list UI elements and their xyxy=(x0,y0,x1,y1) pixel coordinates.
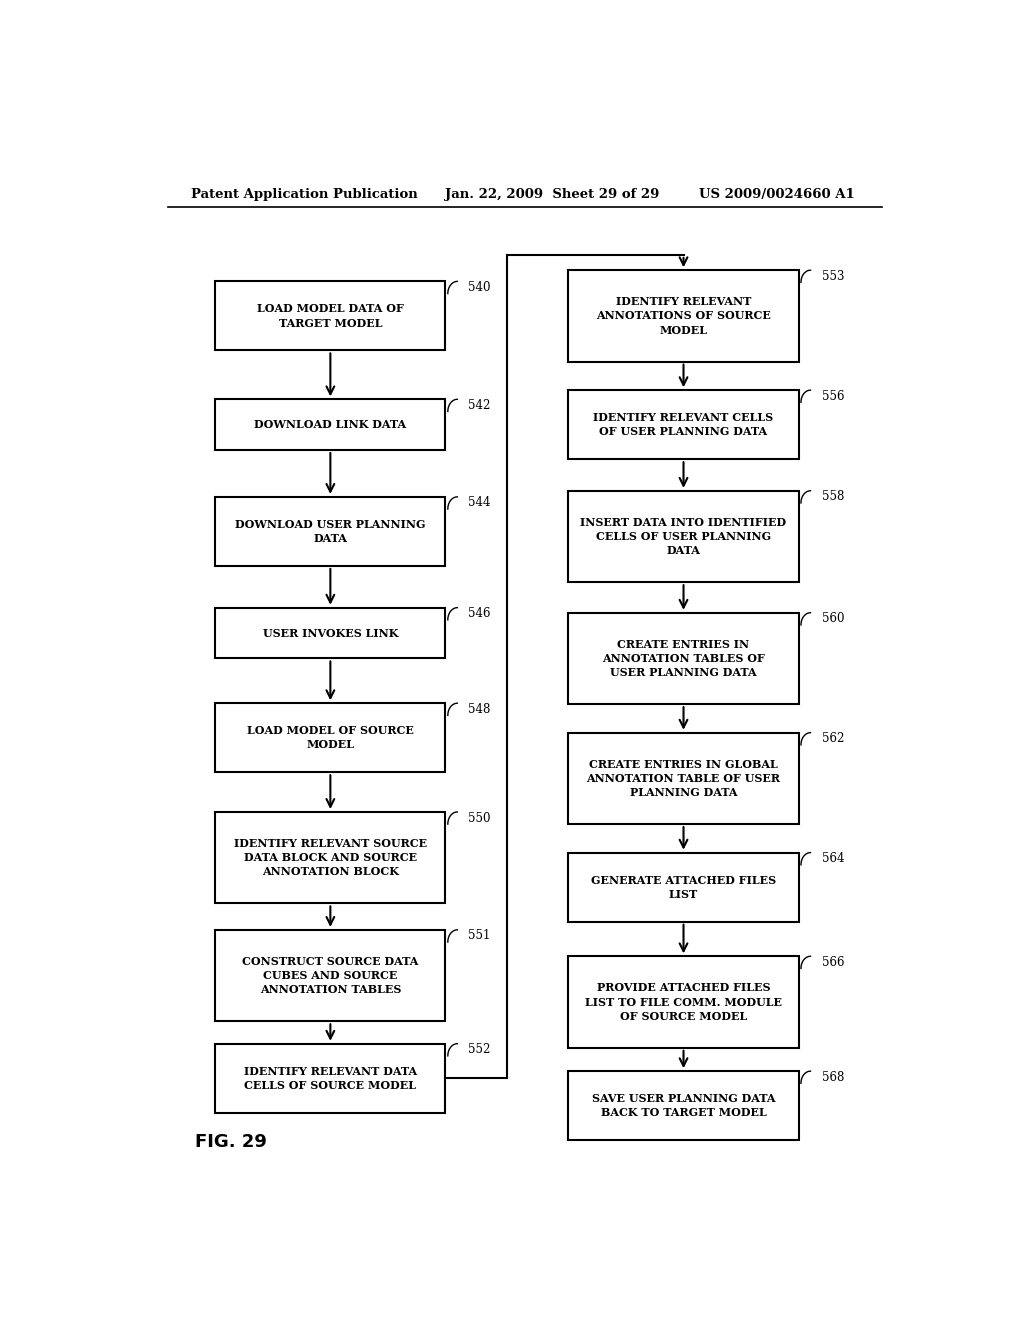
Bar xyxy=(215,812,445,903)
Text: 558: 558 xyxy=(821,490,844,503)
Text: US 2009/0024660 A1: US 2009/0024660 A1 xyxy=(699,189,855,202)
Bar xyxy=(215,704,445,772)
Text: 540: 540 xyxy=(468,281,490,294)
Bar xyxy=(215,496,445,566)
Text: 564: 564 xyxy=(821,853,844,865)
Bar xyxy=(215,607,445,659)
Text: 550: 550 xyxy=(468,812,490,825)
Text: INSERT DATA INTO IDENTIFIED
CELLS OF USER PLANNING
DATA: INSERT DATA INTO IDENTIFIED CELLS OF USE… xyxy=(581,517,786,556)
Text: 546: 546 xyxy=(468,607,490,620)
Text: 548: 548 xyxy=(468,702,490,715)
Text: 553: 553 xyxy=(821,269,844,282)
Text: IDENTIFY RELEVANT CELLS
OF USER PLANNING DATA: IDENTIFY RELEVANT CELLS OF USER PLANNING… xyxy=(594,412,773,437)
Text: SAVE USER PLANNING DATA
BACK TO TARGET MODEL: SAVE USER PLANNING DATA BACK TO TARGET M… xyxy=(592,1093,775,1118)
Text: DOWNLOAD LINK DATA: DOWNLOAD LINK DATA xyxy=(254,420,407,430)
Text: DOWNLOAD USER PLANNING
DATA: DOWNLOAD USER PLANNING DATA xyxy=(236,519,426,544)
Text: Jan. 22, 2009  Sheet 29 of 29: Jan. 22, 2009 Sheet 29 of 29 xyxy=(445,189,659,202)
Bar xyxy=(215,929,445,1022)
Text: 556: 556 xyxy=(821,389,844,403)
Bar xyxy=(568,956,799,1048)
Text: LOAD MODEL DATA OF
TARGET MODEL: LOAD MODEL DATA OF TARGET MODEL xyxy=(257,304,403,329)
Text: USER INVOKES LINK: USER INVOKES LINK xyxy=(263,627,398,639)
Text: FIG. 29: FIG. 29 xyxy=(196,1134,267,1151)
Text: CONSTRUCT SOURCE DATA
CUBES AND SOURCE
ANNOTATION TABLES: CONSTRUCT SOURCE DATA CUBES AND SOURCE A… xyxy=(243,956,419,995)
Text: Patent Application Publication: Patent Application Publication xyxy=(191,189,418,202)
Text: 566: 566 xyxy=(821,956,844,969)
Text: CREATE ENTRIES IN GLOBAL
ANNOTATION TABLE OF USER
PLANNING DATA: CREATE ENTRIES IN GLOBAL ANNOTATION TABL… xyxy=(587,759,780,799)
Text: IDENTIFY RELEVANT DATA
CELLS OF SOURCE MODEL: IDENTIFY RELEVANT DATA CELLS OF SOURCE M… xyxy=(244,1065,417,1090)
Bar xyxy=(568,271,799,362)
Text: 562: 562 xyxy=(821,733,844,746)
Bar xyxy=(568,733,799,824)
Text: 542: 542 xyxy=(468,399,490,412)
Text: 568: 568 xyxy=(821,1071,844,1084)
Bar xyxy=(568,1071,799,1140)
Text: IDENTIFY RELEVANT
ANNOTATIONS OF SOURCE
MODEL: IDENTIFY RELEVANT ANNOTATIONS OF SOURCE … xyxy=(596,296,771,335)
Bar xyxy=(568,491,799,582)
Bar xyxy=(215,281,445,351)
Text: CREATE ENTRIES IN
ANNOTATION TABLES OF
USER PLANNING DATA: CREATE ENTRIES IN ANNOTATION TABLES OF U… xyxy=(602,639,765,678)
Text: LOAD MODEL OF SOURCE
MODEL: LOAD MODEL OF SOURCE MODEL xyxy=(247,725,414,750)
Bar xyxy=(568,853,799,921)
Text: PROVIDE ATTACHED FILES
LIST TO FILE COMM. MODULE
OF SOURCE MODEL: PROVIDE ATTACHED FILES LIST TO FILE COMM… xyxy=(585,982,782,1022)
Text: IDENTIFY RELEVANT SOURCE
DATA BLOCK AND SOURCE
ANNOTATION BLOCK: IDENTIFY RELEVANT SOURCE DATA BLOCK AND … xyxy=(233,838,427,878)
Text: 552: 552 xyxy=(468,1043,490,1056)
Text: 560: 560 xyxy=(821,612,844,626)
Bar xyxy=(568,612,799,704)
Text: 551: 551 xyxy=(468,929,490,942)
Text: 544: 544 xyxy=(468,496,490,510)
Text: GENERATE ATTACHED FILES
LIST: GENERATE ATTACHED FILES LIST xyxy=(591,875,776,900)
Bar xyxy=(215,399,445,450)
Bar xyxy=(568,391,799,459)
Bar xyxy=(215,1044,445,1113)
